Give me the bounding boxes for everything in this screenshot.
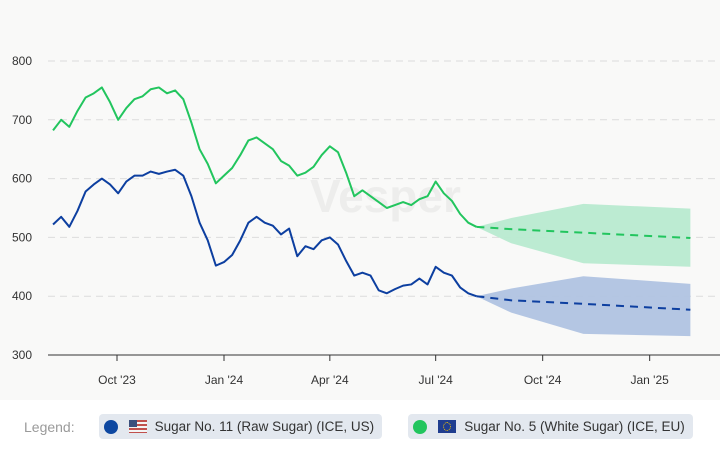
legend: Legend: Sugar No. 11 (Raw Sugar) (ICE, U…: [0, 400, 720, 453]
x-tick-label: Jan '24: [205, 373, 244, 387]
legend-title: Legend:: [24, 418, 75, 435]
x-tick-label: Jan '25: [631, 373, 670, 387]
y-tick-label: 800: [12, 54, 32, 68]
x-tick-label: Jul '24: [419, 373, 454, 387]
eu-flag-icon: [438, 420, 457, 433]
chart-area: Vesper 300 400 500 600 700 800 Oct '23 Jan '24 A…: [11, 54, 720, 387]
series-line-0: [52, 168, 477, 298]
series-dot-icon: [103, 419, 118, 434]
y-tick-label: 500: [12, 230, 32, 244]
forecast-band-1: [476, 203, 691, 267]
y-tick-label: 300: [12, 348, 32, 362]
us-flag-icon: [128, 420, 147, 433]
watermark-logo: Vesper: [310, 170, 461, 222]
series-line-1: [52, 86, 477, 228]
legend-label: Sugar No. 5 (White Sugar) (ICE, EU): [464, 419, 685, 434]
y-tick-label: 600: [12, 172, 32, 186]
y-tick-label: 400: [12, 289, 32, 303]
legend-label: Sugar No. 11 (Raw Sugar) (ICE, US): [154, 419, 375, 434]
legend-item-raw-sugar[interactable]: Sugar No. 11 (Raw Sugar) (ICE, US): [98, 414, 383, 439]
forecast-line-0: [476, 295, 691, 311]
x-tick-label: Apr '24: [311, 373, 349, 387]
forecast-band-0: [476, 276, 691, 337]
forecast-line-1: [476, 225, 691, 239]
line-chart: Vesper 300 400 500 600 700 800 Oct '23 Jan '24 A…: [12, 54, 720, 387]
x-tick-label: Oct '24: [524, 373, 562, 387]
series-dot-icon: [413, 419, 428, 434]
legend-item-white-sugar[interactable]: Sugar No. 5 (White Sugar) (ICE, EU): [408, 414, 693, 439]
y-tick-label: 700: [12, 113, 32, 127]
x-tick-label: Oct '23: [98, 373, 136, 387]
